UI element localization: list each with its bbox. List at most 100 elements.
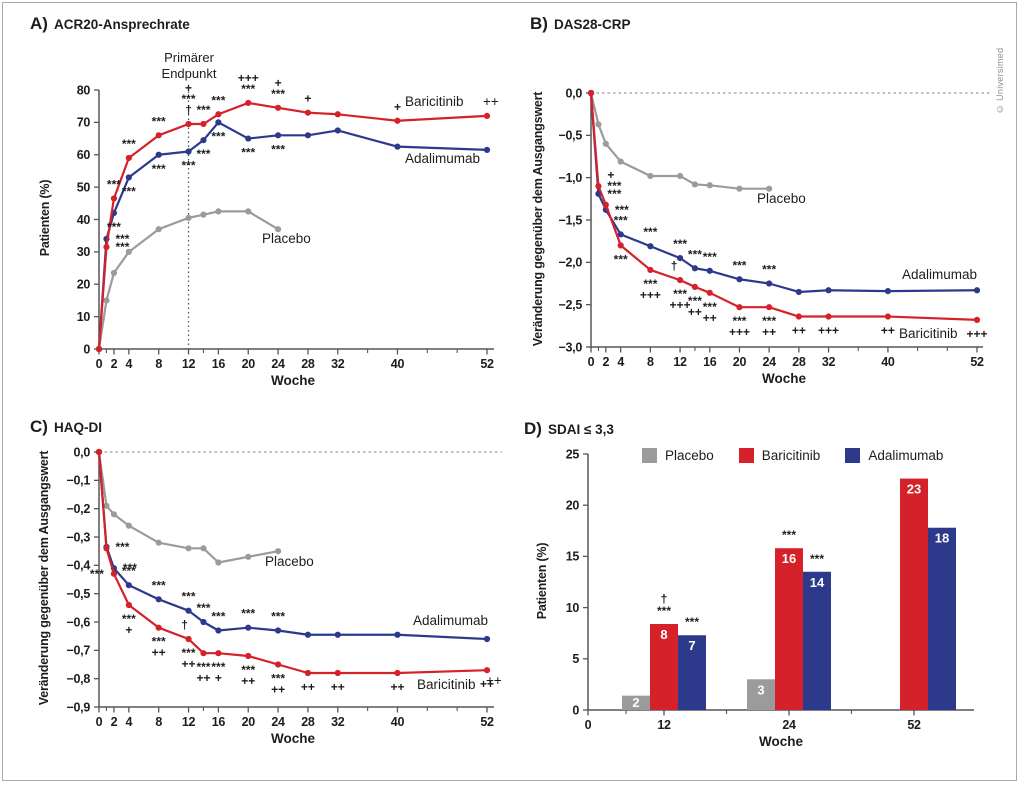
- svg-text:Baricitinib: Baricitinib: [899, 326, 958, 341]
- svg-text:+: +: [607, 168, 614, 182]
- svg-text:20: 20: [566, 499, 580, 513]
- svg-text:25: 25: [566, 447, 580, 461]
- svg-text:+++: +++: [640, 288, 661, 302]
- legend-label-placebo: Placebo: [665, 448, 714, 463]
- svg-text:***: ***: [115, 540, 129, 554]
- significance-annotations: +*********************+++***†***+++*****…: [607, 168, 987, 341]
- svg-text:***: ***: [211, 610, 225, 624]
- svg-text:Adalimumab: Adalimumab: [902, 267, 977, 282]
- svg-text:++: ++: [688, 305, 702, 319]
- svg-text:***: ***: [673, 287, 687, 301]
- svg-text:***: ***: [673, 237, 687, 251]
- svg-text:−0,9: −0,9: [67, 700, 91, 714]
- svg-text:28: 28: [301, 715, 315, 729]
- svg-text:***: ***: [90, 567, 104, 581]
- svg-text:***: ***: [271, 672, 285, 686]
- svg-text:***: ***: [607, 179, 621, 193]
- svg-text:++: ++: [480, 677, 494, 691]
- legend-swatch-baricitinib: [738, 448, 754, 463]
- svg-text:4: 4: [617, 355, 624, 369]
- svg-text:Placebo: Placebo: [757, 191, 806, 206]
- svg-text:***: ***: [115, 240, 129, 254]
- svg-text:12: 12: [182, 715, 196, 729]
- svg-text:40: 40: [881, 355, 895, 369]
- svg-text:0,0: 0,0: [566, 86, 583, 100]
- svg-text:+: +: [185, 81, 192, 95]
- svg-text:***: ***: [703, 300, 717, 314]
- svg-text:32: 32: [331, 715, 345, 729]
- svg-text:52: 52: [970, 355, 984, 369]
- panel-a-label: A): [30, 14, 48, 33]
- svg-text:++: ++: [486, 673, 502, 688]
- svg-text:†: †: [661, 592, 668, 606]
- svg-text:0: 0: [96, 715, 103, 729]
- svg-text:***: ***: [122, 184, 136, 198]
- svg-text:++: ++: [483, 94, 499, 109]
- svg-text:−0,7: −0,7: [67, 644, 91, 658]
- svg-text:20: 20: [733, 355, 747, 369]
- svg-text:24: 24: [271, 715, 285, 729]
- svg-text:52: 52: [480, 357, 494, 371]
- svg-text:−0,2: −0,2: [67, 502, 91, 516]
- svg-text:24: 24: [271, 357, 285, 371]
- svg-text:***: ***: [241, 146, 255, 160]
- svg-text:***: ***: [152, 114, 166, 128]
- svg-text:−0,1: −0,1: [67, 474, 91, 488]
- svg-text:***: ***: [152, 578, 166, 592]
- svg-text:***: ***: [241, 82, 255, 96]
- svg-text:+: +: [215, 671, 222, 685]
- svg-text:−0,5: −0,5: [559, 129, 583, 143]
- svg-text:++: ++: [331, 680, 345, 694]
- svg-text:++: ++: [152, 646, 166, 660]
- series-baricitinib: [95, 448, 491, 677]
- svg-text:−2,0: −2,0: [559, 256, 583, 270]
- svg-text:***: ***: [657, 604, 671, 618]
- svg-text:+: +: [304, 92, 311, 106]
- svg-text:++: ++: [762, 325, 776, 339]
- svg-text:16: 16: [212, 715, 226, 729]
- svg-text:***: ***: [271, 87, 285, 101]
- legend-item-adalimumab: Adalimumab: [845, 448, 943, 463]
- svg-text:52: 52: [480, 715, 494, 729]
- svg-text:24: 24: [762, 355, 776, 369]
- legend-label-baricitinib: Baricitinib: [761, 448, 821, 463]
- svg-text:20: 20: [242, 357, 256, 371]
- svg-text:+: +: [394, 100, 401, 114]
- primary-endpoint-note: Primärer Endpunkt: [126, 50, 252, 82]
- svg-text:***: ***: [122, 612, 136, 626]
- svg-text:***: ***: [115, 232, 129, 246]
- svg-text:***: ***: [685, 615, 699, 629]
- panel-a-title: A) ACR20-Ansprechrate: [30, 14, 190, 34]
- svg-text:Adalimumab: Adalimumab: [405, 151, 480, 166]
- significance-annotations: ********* ******+******++***†***++******+…: [90, 540, 494, 697]
- svg-text:***: ***: [196, 147, 210, 161]
- panel-c-name: HAQ-DI: [53, 420, 102, 435]
- svg-text:†: †: [181, 618, 188, 632]
- panel-d-title: D) SDAI ≤ 3,3: [524, 419, 614, 439]
- series: [95, 448, 491, 677]
- svg-text:0: 0: [585, 718, 592, 732]
- axes: 0,0 −0,1 −0,2 −0,3 −0,4 −0,5 −0,6 −0,7 −0,8 −0,9 0…: [67, 445, 502, 746]
- haqdi-line-chart: 0,0 −0,1 −0,2 −0,3 −0,4 −0,5 −0,6 −0,7 −0,8 −0,9 0…: [67, 445, 502, 746]
- svg-text:***: ***: [211, 129, 225, 143]
- svg-text:0: 0: [96, 357, 103, 371]
- svg-text:***: ***: [732, 314, 746, 328]
- legend-item-baricitinib: Baricitinib: [738, 448, 821, 463]
- svg-text:3: 3: [757, 682, 764, 697]
- svg-text:8: 8: [660, 627, 667, 642]
- svg-text:+++: +++: [966, 327, 987, 341]
- svg-text:−0,4: −0,4: [67, 559, 91, 573]
- svg-text:***: ***: [241, 607, 255, 621]
- svg-text:7: 7: [688, 638, 695, 653]
- series-labels: Placebo Adalimumab Baricitinib ++: [265, 554, 502, 692]
- series: [587, 89, 981, 324]
- svg-text:+: +: [275, 76, 282, 90]
- svg-text:***: ***: [152, 162, 166, 176]
- svg-text:***: ***: [211, 93, 225, 107]
- svg-text:++: ++: [792, 324, 806, 338]
- svg-text:Woche: Woche: [271, 731, 315, 746]
- svg-text:−1,5: −1,5: [559, 213, 583, 227]
